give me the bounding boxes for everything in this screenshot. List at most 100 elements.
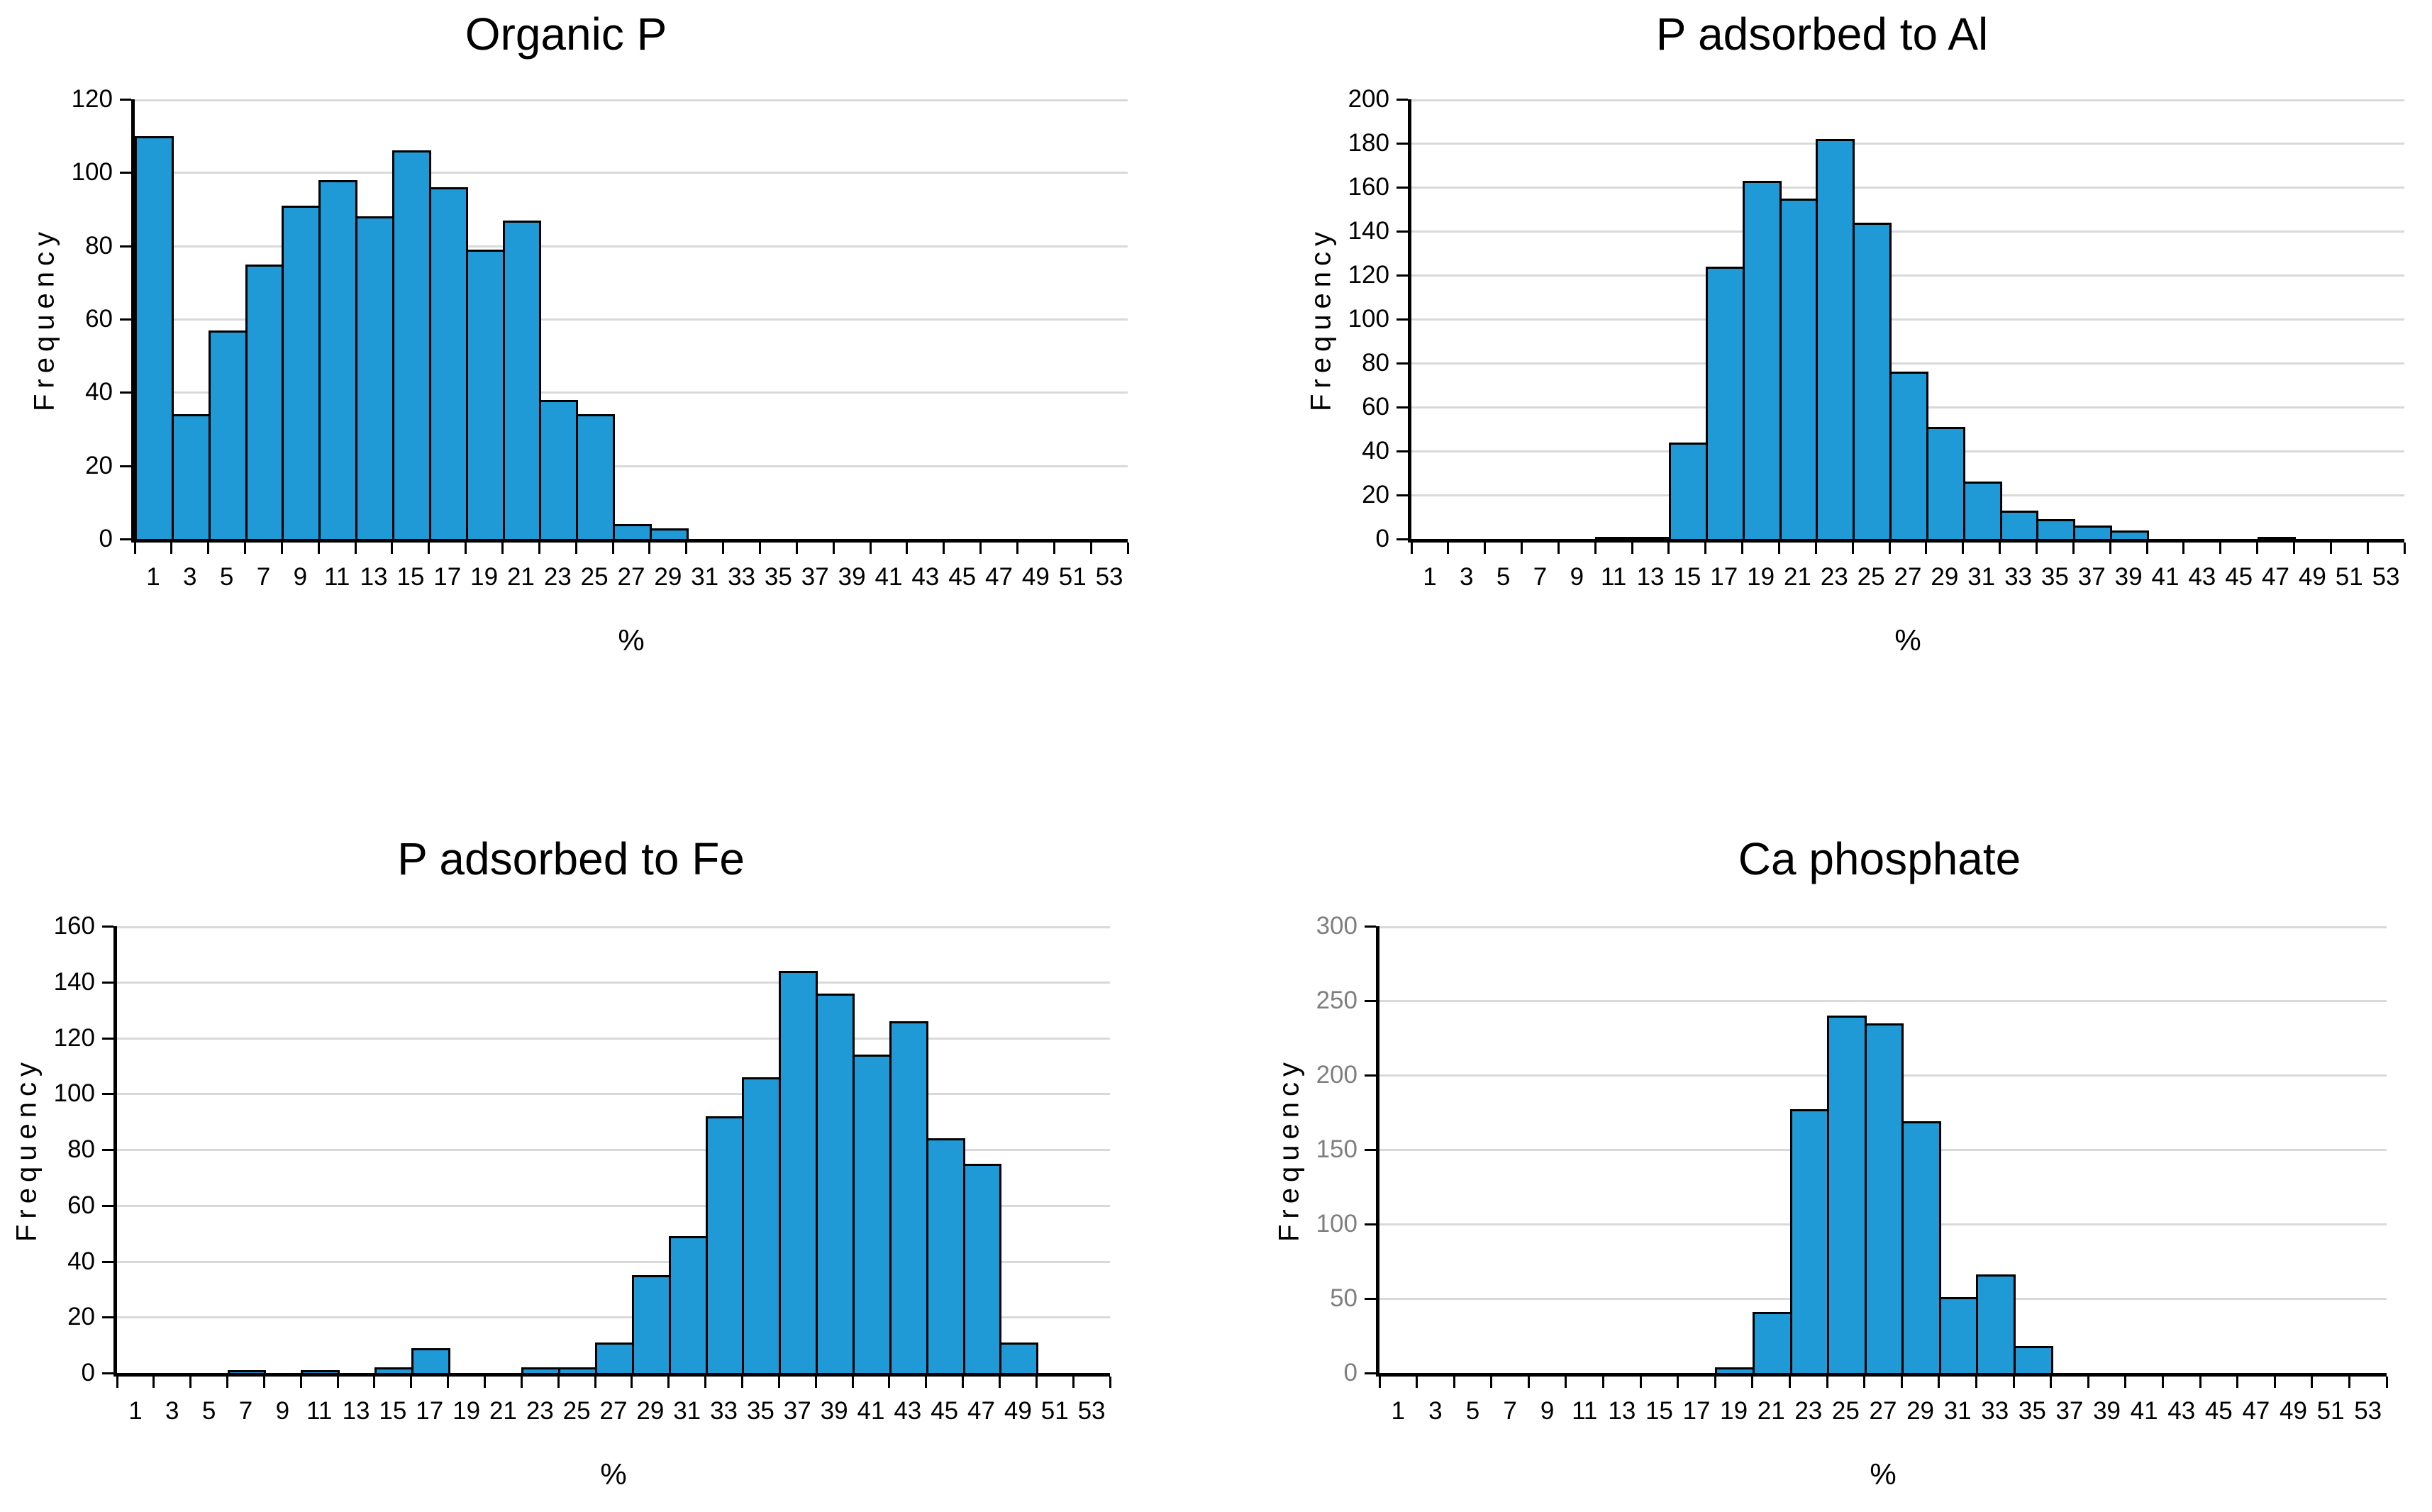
gridline xyxy=(135,465,1128,467)
y-tick xyxy=(1397,362,1408,365)
gridline xyxy=(1411,274,2404,277)
x-tick-label: 1 xyxy=(1423,563,1437,591)
y-tick-label: 0 xyxy=(1375,525,1389,552)
x-tick-label: 39 xyxy=(2114,563,2143,591)
x-tick-label: 9 xyxy=(293,563,308,591)
x-tick xyxy=(1751,1377,1754,1388)
x-tick xyxy=(704,1377,707,1388)
x-tick-label: 43 xyxy=(911,563,940,591)
x-tick xyxy=(1410,543,1413,554)
y-tick-label: 100 xyxy=(1348,305,1389,333)
x-tick xyxy=(1109,1377,1111,1388)
x-tick-label: 43 xyxy=(894,1397,922,1425)
bar xyxy=(668,1236,708,1373)
x-tick xyxy=(317,543,320,554)
x-tick xyxy=(2199,1377,2201,1388)
x-tick-label: 7 xyxy=(1503,1397,1517,1425)
gridline xyxy=(117,1260,1110,1263)
y-tick-label: 120 xyxy=(1348,261,1389,289)
x-tick-label: 33 xyxy=(2004,563,2033,591)
y-tick-label: 0 xyxy=(81,1359,95,1386)
y-tick-label: 0 xyxy=(1343,1359,1357,1386)
x-tick xyxy=(2161,1377,2164,1388)
x-tick xyxy=(373,1377,376,1388)
y-tick xyxy=(102,1037,113,1040)
x-tick xyxy=(116,1377,118,1388)
bar xyxy=(1976,1274,2016,1373)
x-tick xyxy=(962,1377,965,1388)
bar xyxy=(374,1367,413,1373)
y-tick xyxy=(1397,143,1408,145)
y-tick-label: 80 xyxy=(1362,349,1389,377)
x-tick-label: 1 xyxy=(146,563,160,591)
chart-title: P adsorbed to Fe xyxy=(397,833,745,884)
x-tick-label: 51 xyxy=(2316,1397,2345,1425)
x-tick xyxy=(685,543,688,554)
x-tick xyxy=(1484,543,1487,554)
x-tick-label: 25 xyxy=(562,1397,591,1425)
gridline xyxy=(1379,926,2387,928)
x-tick xyxy=(667,1377,670,1388)
x-tick xyxy=(226,1377,229,1388)
x-tick-label: 7 xyxy=(256,563,271,591)
x-tick-label: 47 xyxy=(2262,563,2289,591)
chart-p-adsorbed-fe: P adsorbed to Fe Frequency % 0 20 40 60 80 10… xyxy=(0,756,1216,1512)
x-tick-label: 53 xyxy=(2354,1397,2382,1425)
x-tick xyxy=(2087,1377,2089,1388)
gridline xyxy=(117,1037,1110,1040)
y-tick-label: 80 xyxy=(67,1135,95,1163)
x-tick-label: 39 xyxy=(820,1397,848,1425)
x-tick-label: 49 xyxy=(1004,1397,1032,1425)
y-tick-label: 60 xyxy=(85,305,113,333)
gridline xyxy=(1411,99,2404,101)
bar xyxy=(999,1342,1039,1373)
x-tick-label: 11 xyxy=(1572,1397,1598,1425)
x-axis-title: % xyxy=(1870,1457,1897,1491)
x-tick xyxy=(2219,543,2222,554)
y-tick xyxy=(120,318,131,321)
x-tick-label: 3 xyxy=(1428,1397,1443,1425)
bar xyxy=(135,135,174,539)
gridline xyxy=(117,1204,1110,1207)
y-tick-label: 20 xyxy=(85,451,113,479)
x-tick-label: 49 xyxy=(1021,563,1050,591)
gridline xyxy=(1411,187,2404,189)
x-tick xyxy=(2311,1377,2314,1388)
x-tick xyxy=(2182,543,2185,554)
y-tick xyxy=(120,538,131,540)
gridline xyxy=(117,1149,1110,1151)
x-tick-label: 3 xyxy=(183,563,197,591)
x-tick xyxy=(354,543,357,554)
x-tick-label: 45 xyxy=(2225,563,2253,591)
x-tick xyxy=(557,1377,560,1388)
x-tick-label: 27 xyxy=(1894,563,1922,591)
gridline xyxy=(117,1093,1110,1096)
x-tick xyxy=(2035,543,2038,554)
x-tick xyxy=(1741,543,1744,554)
x-tick-label: 33 xyxy=(1981,1397,2009,1425)
x-tick-label: 25 xyxy=(580,563,609,591)
chart-title: Organic P xyxy=(465,9,667,60)
bar xyxy=(853,1055,892,1373)
y-tick xyxy=(1365,1372,1376,1374)
x-tick xyxy=(2366,543,2369,554)
bar xyxy=(411,1347,450,1373)
x-tick xyxy=(1962,543,1965,554)
x-tick xyxy=(1521,543,1523,554)
y-tick-label: 100 xyxy=(71,158,113,187)
x-tick xyxy=(1851,543,1854,554)
x-tick xyxy=(1814,543,1817,554)
bar xyxy=(2257,536,2297,539)
x-tick xyxy=(1639,1377,1642,1388)
x-tick-label: 51 xyxy=(1040,1397,1069,1425)
y-tick-label: 0 xyxy=(99,525,113,552)
x-tick xyxy=(1416,1377,1418,1388)
y-tick xyxy=(1397,538,1408,540)
y-tick-label: 160 xyxy=(1348,173,1389,201)
x-tick-label: 23 xyxy=(1820,563,1848,591)
bar xyxy=(558,1367,598,1373)
x-tick xyxy=(631,1377,633,1388)
y-tick xyxy=(120,99,131,101)
y-tick xyxy=(1397,450,1408,452)
x-tick-label: 31 xyxy=(1967,563,1996,591)
